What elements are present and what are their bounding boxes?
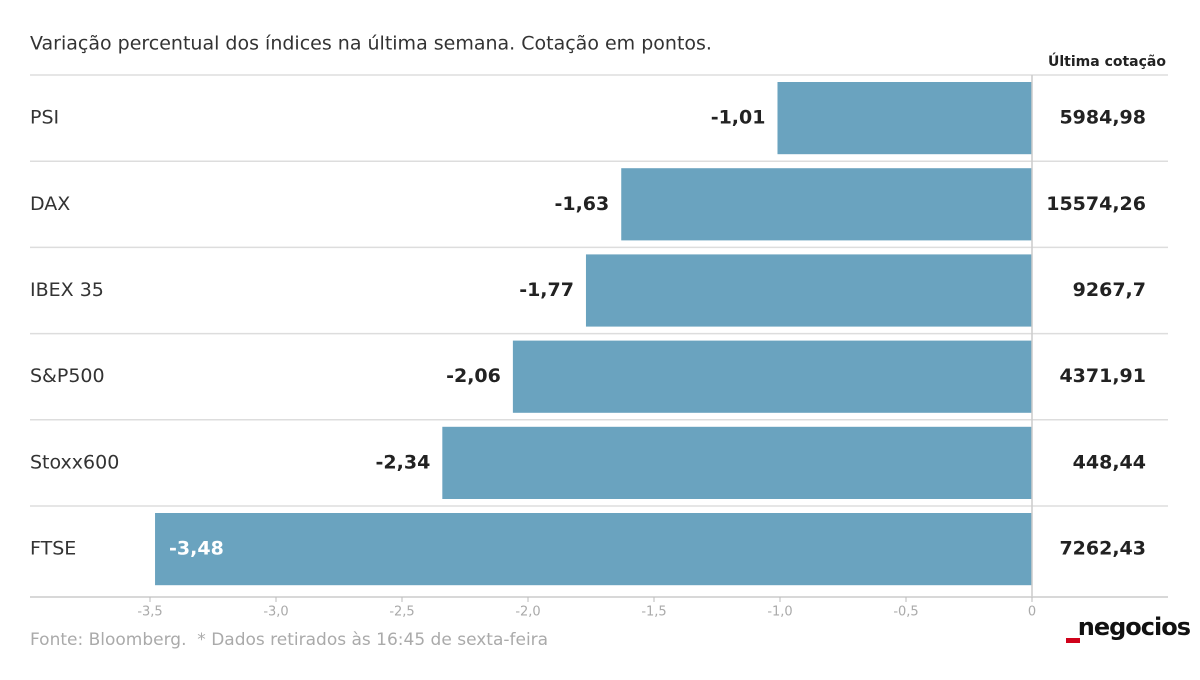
bar [512,340,1032,413]
bar [777,82,1032,155]
value-label: -1,63 [554,193,609,215]
column-value: 9267,7 [1073,279,1146,301]
value-label: -1,77 [519,279,574,301]
chart-title: Variação percentual dos índices na últim… [30,33,712,55]
bar [621,168,1032,241]
x-tick-label: -2,5 [389,605,414,620]
bar [442,426,1032,499]
category-label: DAX [30,193,70,215]
bar [155,513,1033,586]
value-label: -2,06 [446,365,501,387]
x-tick-label: -0,5 [893,605,918,620]
category-label: PSI [30,107,59,129]
x-tick-label: 0 [1028,605,1036,620]
x-tick-label: -3,0 [263,605,288,620]
x-tick-label: -1,0 [767,605,792,620]
category-label: FTSE [30,538,76,560]
value-label: -3,48 [169,538,224,560]
bar [585,254,1032,327]
column-value: 4371,91 [1059,365,1146,387]
column-value: 448,44 [1073,451,1146,473]
category-label: Stoxx600 [30,451,119,473]
category-label: S&P500 [30,365,105,387]
column-header: Última cotação [1048,52,1166,70]
logo: negocios [1078,613,1191,641]
source-note: Fonte: Bloomberg. * Dados retirados às 1… [30,630,548,650]
column-value: 5984,98 [1059,107,1146,129]
value-label: -2,34 [376,451,431,473]
column-value: 7262,43 [1059,538,1146,560]
column-value: 15574,26 [1046,193,1146,215]
category-label: IBEX 35 [30,279,104,301]
x-tick-label: -2,0 [515,605,540,620]
x-tick-label: -3,5 [137,605,162,620]
value-label: -1,01 [711,107,766,129]
x-tick-label: -1,5 [641,605,666,620]
logo-accent [1066,638,1080,643]
